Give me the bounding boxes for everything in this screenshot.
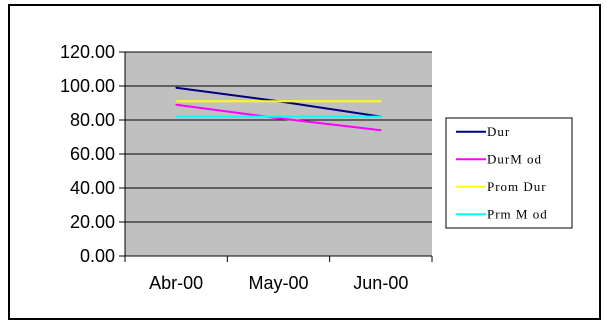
legend-label: Prm M od [487,206,548,221]
y-tick-label: 20.00 [70,212,115,232]
legend-box [445,117,573,229]
data-point [277,117,280,120]
x-tick-label: May-00 [248,273,308,293]
legend-label: DurM od [487,151,542,166]
y-tick-label: 60.00 [70,144,115,164]
data-point [380,100,382,103]
y-tick-label: 120.00 [60,42,115,62]
y-tick-label: 80.00 [70,110,115,130]
data-point [277,100,280,103]
y-tick-label: 40.00 [70,178,115,198]
data-point [175,103,177,106]
data-point [175,86,177,89]
legend-label: Dur [487,124,510,139]
data-point [175,115,177,118]
x-tick-label: Abr-00 [149,273,203,293]
data-point [380,115,382,118]
y-tick-label: 0.00 [80,246,115,266]
data-point [380,129,382,131]
y-tick-label: 100.00 [60,76,115,96]
line-chart: 0.00 20.00 40.00 60.00 80.00 100.00 120.00 Abr-… [60,42,573,293]
data-point [175,100,177,103]
x-tick-label: Jun-00 [353,273,408,293]
legend-label: Prom Dur [487,179,547,194]
data-point [277,115,280,118]
chart-frame: 0.00 20.00 40.00 60.00 80.00 100.00 120.00 Abr-… [8,4,601,320]
